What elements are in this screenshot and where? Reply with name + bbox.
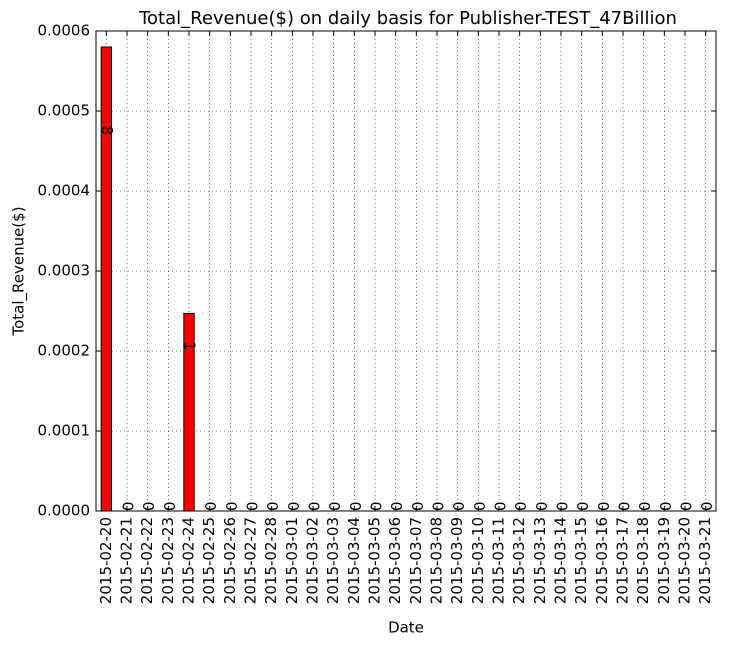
x-tick-label: 2015-03-01 xyxy=(283,517,301,604)
x-tick-label: 2015-03-04 xyxy=(345,517,363,604)
y-tick-label: 0.0006 xyxy=(38,22,91,40)
x-tick-label: 2015-03-17 xyxy=(614,517,632,604)
x-tick-label: 2015-02-22 xyxy=(138,517,156,604)
y-axis-label: Total_Revenue($) xyxy=(10,206,29,336)
x-tick-label: 2015-02-28 xyxy=(262,517,280,604)
bar-label: 0 xyxy=(594,501,612,511)
x-tick-label: 2015-02-20 xyxy=(97,517,115,604)
x-tick-label: 2015-03-18 xyxy=(634,517,652,604)
bar-label: 0 xyxy=(429,501,447,511)
bar-label: 1 xyxy=(181,341,199,351)
bar xyxy=(100,46,112,512)
x-tick-label: 2015-03-10 xyxy=(469,517,487,604)
x-tick-label: 2015-03-15 xyxy=(572,517,590,604)
bar-label: 0 xyxy=(201,501,219,511)
plot-frame xyxy=(95,30,717,512)
x-tick-label: 2015-03-13 xyxy=(531,517,549,604)
x-tick-label: 2015-02-26 xyxy=(221,517,239,604)
x-tick-label: 2015-03-06 xyxy=(386,517,404,604)
bar-label: 0 xyxy=(532,501,550,511)
bar-label: 0 xyxy=(305,501,323,511)
bar-label: 0 xyxy=(615,501,633,511)
x-tick-label: 2015-02-27 xyxy=(242,517,260,604)
x-tick-label: 2015-03-11 xyxy=(490,517,508,604)
x-axis-label: Date xyxy=(388,619,424,637)
bar-label: 0 xyxy=(408,501,426,511)
bar-label: 0 xyxy=(387,501,405,511)
y-tick-label: 0.0003 xyxy=(38,262,91,280)
bar-label: 0 xyxy=(119,501,137,511)
bar-label: 0 xyxy=(160,501,178,511)
x-tick-label: 2015-03-05 xyxy=(366,517,384,604)
x-tick-label: 2015-03-12 xyxy=(510,517,528,604)
y-tick-label: 0.0002 xyxy=(38,342,91,360)
bar-label: 0 xyxy=(243,501,261,511)
bar-label: 0 xyxy=(553,501,571,511)
bar-label: 0 xyxy=(346,501,364,511)
bar-label: 0 xyxy=(491,501,509,511)
x-tick-label: 2015-02-25 xyxy=(200,517,218,604)
bar-label: 8 xyxy=(98,126,116,136)
x-tick-label: 2015-03-14 xyxy=(552,517,570,604)
y-tick-label: 0.0005 xyxy=(38,102,91,120)
x-tick-label: 2015-03-02 xyxy=(304,517,322,604)
x-tick-label: 2015-03-16 xyxy=(593,517,611,604)
bar-label: 0 xyxy=(325,501,343,511)
bar-label: 0 xyxy=(656,501,674,511)
x-tick-label: 2015-02-24 xyxy=(180,517,198,604)
bar-label: 0 xyxy=(222,501,240,511)
y-tick-label: 0.0004 xyxy=(38,182,91,200)
bar-label: 0 xyxy=(697,501,715,511)
bar-label: 0 xyxy=(449,501,467,511)
bar-label: 0 xyxy=(573,501,591,511)
bar-label: 0 xyxy=(367,501,385,511)
x-tick-label: 2015-03-09 xyxy=(448,517,466,604)
x-tick-label: 2015-03-08 xyxy=(428,517,446,604)
bar-label: 0 xyxy=(284,501,302,511)
x-tick-label: 2015-02-23 xyxy=(159,517,177,604)
x-tick-label: 2015-03-07 xyxy=(407,517,425,604)
bar-label: 0 xyxy=(139,501,157,511)
y-tick-label: 0.0000 xyxy=(38,502,91,520)
x-tick-label: 2015-03-03 xyxy=(324,517,342,604)
bar-label: 0 xyxy=(263,501,281,511)
x-tick-label: 2015-03-21 xyxy=(696,517,714,604)
x-tick-label: 2015-03-19 xyxy=(655,517,673,604)
bar-label: 0 xyxy=(635,501,653,511)
bar-label: 0 xyxy=(511,501,529,511)
chart-title: Total_Revenue($) on daily basis for Publ… xyxy=(138,8,677,29)
x-tick-label: 2015-03-20 xyxy=(676,517,694,604)
bar-label: 0 xyxy=(677,501,695,511)
y-tick-label: 0.0001 xyxy=(38,422,91,440)
bar-label: 0 xyxy=(470,501,488,511)
x-tick-label: 2015-02-21 xyxy=(118,517,136,604)
